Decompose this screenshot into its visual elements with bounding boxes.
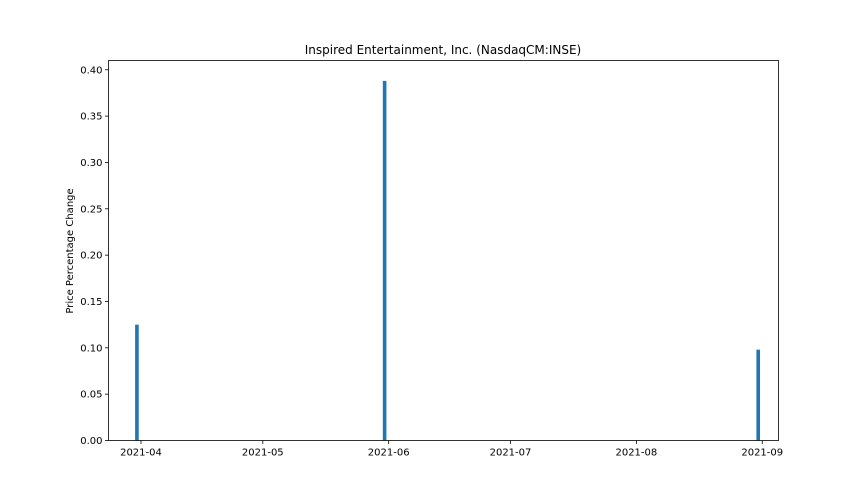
chart-title: Inspired Entertainment, Inc. (NasdaqCM:I… <box>305 43 581 57</box>
bar <box>135 324 139 441</box>
plot-frame <box>108 60 779 441</box>
y-tick-label: 0.35 <box>80 112 102 123</box>
y-tick-label: 0.20 <box>80 251 102 262</box>
x-axis: 2021-04 2021-05 2021-06 2021-07 2021-08 2021-… <box>120 440 783 459</box>
bars-group <box>135 80 760 441</box>
y-tick-label: 0.30 <box>80 158 102 169</box>
y-tick-label: 0.40 <box>80 65 102 76</box>
y-tick-label: 0.10 <box>80 343 102 354</box>
x-tick-label: 2021-09 <box>741 448 783 459</box>
y-tick-label: 0.25 <box>80 204 102 215</box>
y-axis-label: Price Percentage Change <box>65 188 76 313</box>
y-tick-label: 0.00 <box>80 436 102 447</box>
x-tick-label: 2021-07 <box>490 448 532 459</box>
x-tick-label: 2021-04 <box>120 448 162 459</box>
x-tick-label: 2021-08 <box>615 448 657 459</box>
bar <box>756 349 760 441</box>
y-axis: 0.00 0.05 0.10 0.15 0.20 0.25 0.30 0.35 0.40 <box>80 65 109 447</box>
y-tick-label: 0.15 <box>80 297 102 308</box>
x-tick-label: 2021-05 <box>242 448 284 459</box>
y-tick-label: 0.05 <box>80 390 102 401</box>
x-tick-label: 2021-06 <box>368 448 410 459</box>
bar <box>382 80 387 441</box>
